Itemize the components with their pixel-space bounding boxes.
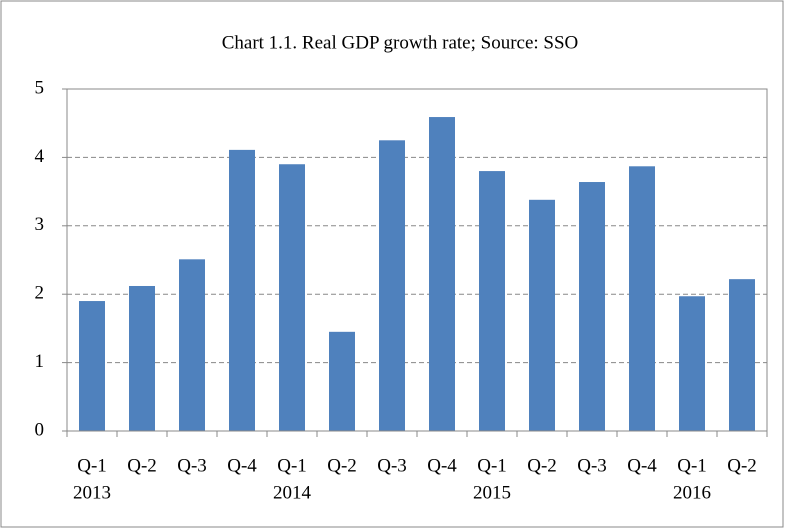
x-tick-label: Q-3 xyxy=(577,455,607,476)
x-tick-label: Q-4 xyxy=(627,455,657,476)
y-tick-label: 3 xyxy=(35,214,45,235)
bar xyxy=(129,285,155,431)
x-tick-label: Q-2 xyxy=(127,455,157,476)
x-tick-label: Q-3 xyxy=(377,455,407,476)
x-tick-label: Q-3 xyxy=(177,455,207,476)
bar xyxy=(479,171,505,431)
year-label: 2016 xyxy=(673,482,711,503)
x-tick-label: Q-2 xyxy=(327,455,357,476)
x-tick-label: Q-1 xyxy=(477,455,507,476)
x-tick-label: Q-4 xyxy=(227,455,257,476)
x-tick-label: Q-1 xyxy=(77,455,107,476)
y-tick-label: 4 xyxy=(35,146,45,167)
y-tick-label: 5 xyxy=(35,77,45,98)
year-label: 2015 xyxy=(473,482,511,503)
chart-title: Chart 1.1. Real GDP growth rate; Source:… xyxy=(222,32,579,53)
x-tick-label: Q-1 xyxy=(277,455,307,476)
bar xyxy=(629,166,655,432)
y-tick-label: 2 xyxy=(35,283,45,304)
bar xyxy=(379,140,405,432)
bar xyxy=(679,296,705,431)
bar xyxy=(529,199,555,431)
x-tick-label: Q-2 xyxy=(727,455,757,476)
y-tick-label: 0 xyxy=(35,419,45,440)
bar xyxy=(729,279,755,431)
year-label: 2013 xyxy=(73,482,111,503)
bar xyxy=(429,117,455,431)
bar xyxy=(179,259,205,431)
bar xyxy=(279,164,305,432)
bar xyxy=(229,149,255,431)
bar xyxy=(329,331,355,431)
x-tick-label: Q-1 xyxy=(677,455,707,476)
x-tick-label: Q-2 xyxy=(527,455,557,476)
y-tick-label: 1 xyxy=(35,351,45,372)
bar xyxy=(79,301,105,431)
bar xyxy=(579,182,605,431)
x-tick-label: Q-4 xyxy=(427,455,457,476)
year-label: 2014 xyxy=(273,482,312,503)
